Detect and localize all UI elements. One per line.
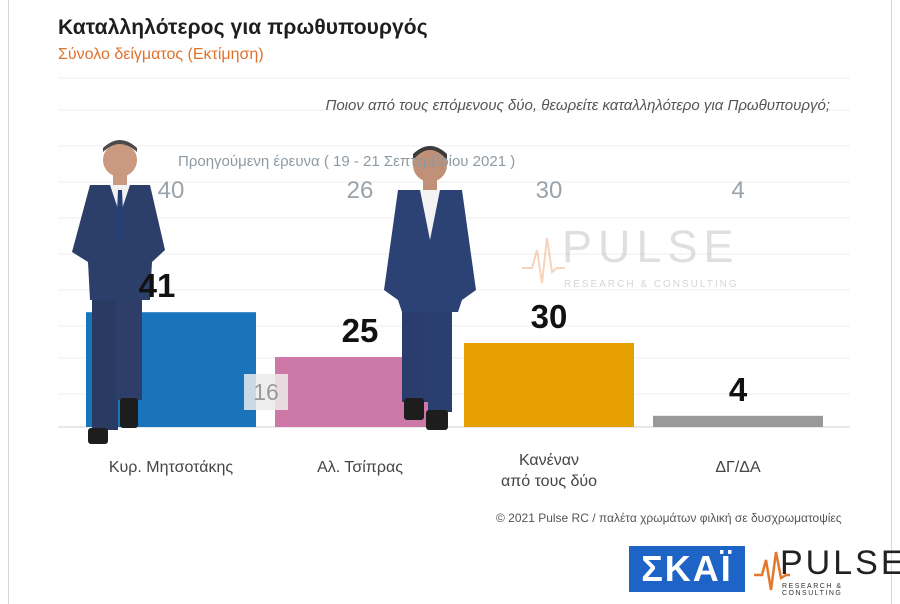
previous-survey-caption: Προηγούμενη έρευνα ( 19 - 21 Σεπτεμβρίου…: [178, 153, 516, 170]
pulse-watermark-tagline: RESEARCH & CONSULTING: [564, 279, 739, 290]
category-label: Κυρ. Μητσοτάκης: [76, 457, 266, 478]
person-photo-mitsotakis: [72, 140, 165, 444]
bars: [86, 312, 823, 427]
previous-value-label: 4: [731, 177, 745, 204]
value-label: 25: [341, 312, 379, 349]
frame-right-border: [891, 0, 892, 604]
pulse-watermark: PULSE: [562, 221, 740, 272]
previous-value-label: 40: [157, 177, 185, 204]
previous-value-label: 30: [535, 177, 563, 204]
category-label: Αλ. Τσίπρας: [265, 457, 455, 478]
value-label: 30: [530, 298, 568, 335]
skai-logo: ΣΚΑΪ: [629, 546, 745, 592]
category-label-line: Αλ. Τσίπρας: [317, 459, 403, 476]
bar-3: [653, 415, 823, 427]
frame-left-border: [8, 0, 9, 604]
category-label-line: από τους δύο: [500, 473, 598, 490]
copyright-note: © 2021 Pulse RC / παλέτα χρωμάτων φιλική…: [496, 511, 842, 525]
pulse-wave-logo-icon: [754, 551, 790, 591]
survey-question: Ποιον από τους επόμενους δύο, θεωρείτε κ…: [325, 97, 830, 114]
category-label: ΔΓ/ΔΑ: [643, 457, 833, 478]
category-label: Κανέναν από τους δύο: [454, 450, 644, 492]
value-label: 4: [728, 370, 748, 408]
category-label-line: Κανέναν: [518, 452, 580, 469]
pulse-logo: PULSE: [780, 544, 900, 582]
previous-value-label: 26: [346, 177, 374, 204]
previous-badge: 16: [244, 374, 288, 410]
chart-title: Καταλληλότερος για πρωθυπουργός: [58, 16, 428, 39]
pulse-wave-watermark-icon: [522, 237, 565, 284]
chart-subtitle: Σύνολο δείγματος (Εκτίμηση): [58, 46, 264, 63]
pulse-logo-tagline: RESEARCH & CONSULTING: [782, 583, 843, 597]
bar-2: [464, 343, 634, 427]
person-photo-tsipras: [384, 146, 476, 430]
category-label-line: Κυρ. Μητσοτάκης: [108, 459, 234, 476]
value-label: 41: [138, 267, 176, 305]
category-label-line: ΔΓ/ΔΑ: [715, 459, 761, 476]
